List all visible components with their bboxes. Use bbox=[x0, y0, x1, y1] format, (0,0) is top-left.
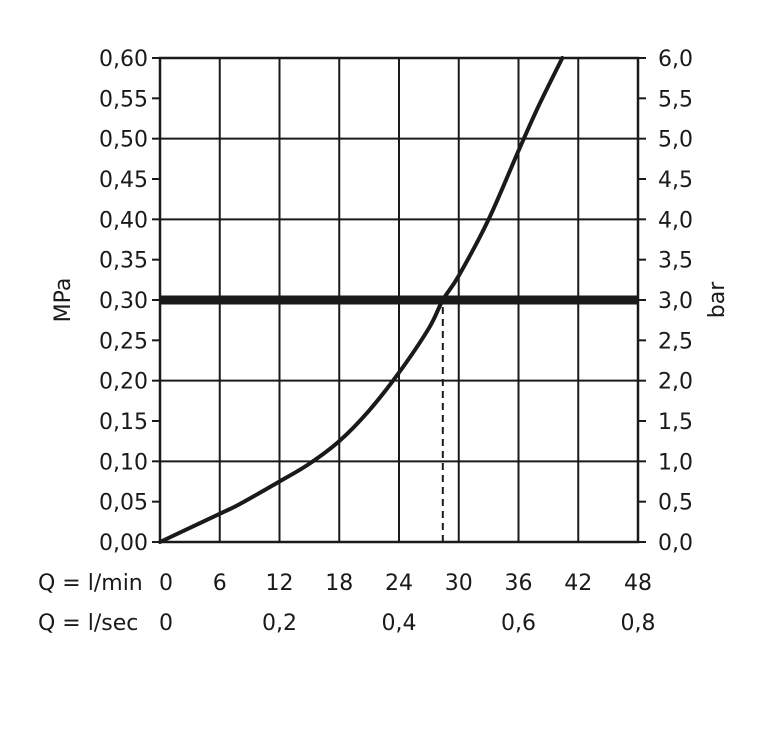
left-tick-label: 0,60 bbox=[99, 47, 148, 72]
x-tick-label-lsec: 0,8 bbox=[621, 611, 656, 636]
x-tick-label-lmin: 12 bbox=[266, 571, 294, 596]
right-tick-label: 2,0 bbox=[658, 370, 693, 395]
left-tick-label: 0,35 bbox=[99, 249, 148, 274]
left-tick-label: 0,15 bbox=[99, 410, 148, 435]
left-tick-label: 0,00 bbox=[99, 531, 148, 556]
y-axis-label-left: MPa bbox=[51, 278, 76, 323]
x-tick-label-lmin: 36 bbox=[505, 571, 533, 596]
series-line bbox=[158, 56, 565, 544]
right-tick-label: 1,5 bbox=[658, 410, 693, 435]
left-tick-label: 0,50 bbox=[99, 128, 148, 153]
x-axis-ticks-lsec: 0 0,2 0,4 0,6 0,8 bbox=[159, 611, 656, 636]
x-tick-label-lsec: 0 bbox=[159, 611, 173, 636]
y-axis-label-right: bar bbox=[705, 281, 730, 318]
left-axis-ticks: 0,00 0,05 0,10 0,15 0,20 0,25 0,30 0,35 0,40 0,45… bbox=[99, 47, 160, 556]
right-tick-label: 4,0 bbox=[658, 208, 693, 233]
x-tick-label-lsec: 0,4 bbox=[382, 611, 417, 636]
x-tick-label-lmin: 6 bbox=[213, 571, 227, 596]
x-tick-label-lmin: 24 bbox=[385, 571, 413, 596]
left-tick-label: 0,40 bbox=[99, 208, 148, 233]
right-tick-label: 3,0 bbox=[658, 289, 693, 314]
right-tick-label: 6,0 bbox=[658, 47, 693, 72]
right-tick-label: 1,0 bbox=[658, 450, 693, 475]
x-axis-ticks-lmin: 0 6 12 18 24 30 36 42 48 bbox=[159, 571, 652, 596]
x-tick-label-lmin: 42 bbox=[564, 571, 592, 596]
x-tick-label-lsec: 0,6 bbox=[501, 611, 536, 636]
x-axis-label-lmin: Q = l/min bbox=[38, 571, 143, 596]
right-tick-label: 3,5 bbox=[658, 249, 693, 274]
x-axis-label-lsec: Q = l/sec bbox=[38, 611, 138, 636]
series-group bbox=[158, 56, 565, 544]
x-tick-label-lmin: 30 bbox=[445, 571, 473, 596]
right-tick-label: 5,0 bbox=[658, 128, 693, 153]
right-axis-ticks: 0,0 0,5 1,0 1,5 2,0 2,5 3,0 3,5 4,0 4,5 5,0 5,5 6,0 bbox=[638, 47, 693, 556]
right-tick-label: 5,5 bbox=[658, 87, 693, 112]
left-tick-label: 0,10 bbox=[99, 450, 148, 475]
left-tick-label: 0,55 bbox=[99, 87, 148, 112]
right-tick-label: 0,0 bbox=[658, 531, 693, 556]
right-tick-label: 4,5 bbox=[658, 168, 693, 193]
right-tick-label: 0,5 bbox=[658, 491, 693, 516]
left-tick-label: 0,25 bbox=[99, 329, 148, 354]
left-tick-label: 0,30 bbox=[99, 289, 148, 314]
left-tick-label: 0,45 bbox=[99, 168, 148, 193]
x-tick-label-lmin: 48 bbox=[624, 571, 652, 596]
left-tick-label: 0,05 bbox=[99, 491, 148, 516]
x-tick-label-lmin: 18 bbox=[325, 571, 353, 596]
x-tick-label-lmin: 0 bbox=[159, 571, 173, 596]
right-tick-label: 2,5 bbox=[658, 329, 693, 354]
left-tick-label: 0,20 bbox=[99, 370, 148, 395]
reference-lines bbox=[160, 295, 638, 542]
x-tick-label-lsec: 0,2 bbox=[262, 611, 297, 636]
